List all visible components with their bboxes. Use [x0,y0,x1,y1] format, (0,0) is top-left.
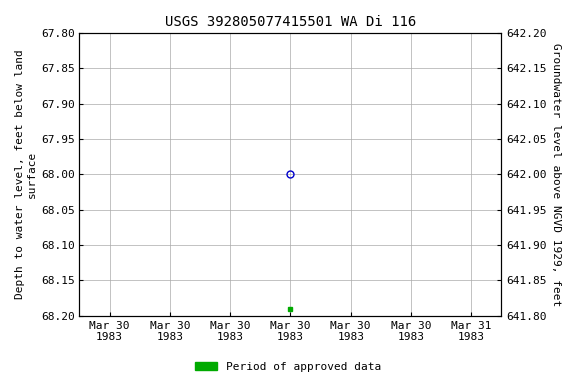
Y-axis label: Depth to water level, feet below land
surface: Depth to water level, feet below land su… [15,50,37,299]
Legend: Period of approved data: Period of approved data [191,358,385,377]
Title: USGS 392805077415501 WA Di 116: USGS 392805077415501 WA Di 116 [165,15,416,29]
Y-axis label: Groundwater level above NGVD 1929, feet: Groundwater level above NGVD 1929, feet [551,43,561,306]
